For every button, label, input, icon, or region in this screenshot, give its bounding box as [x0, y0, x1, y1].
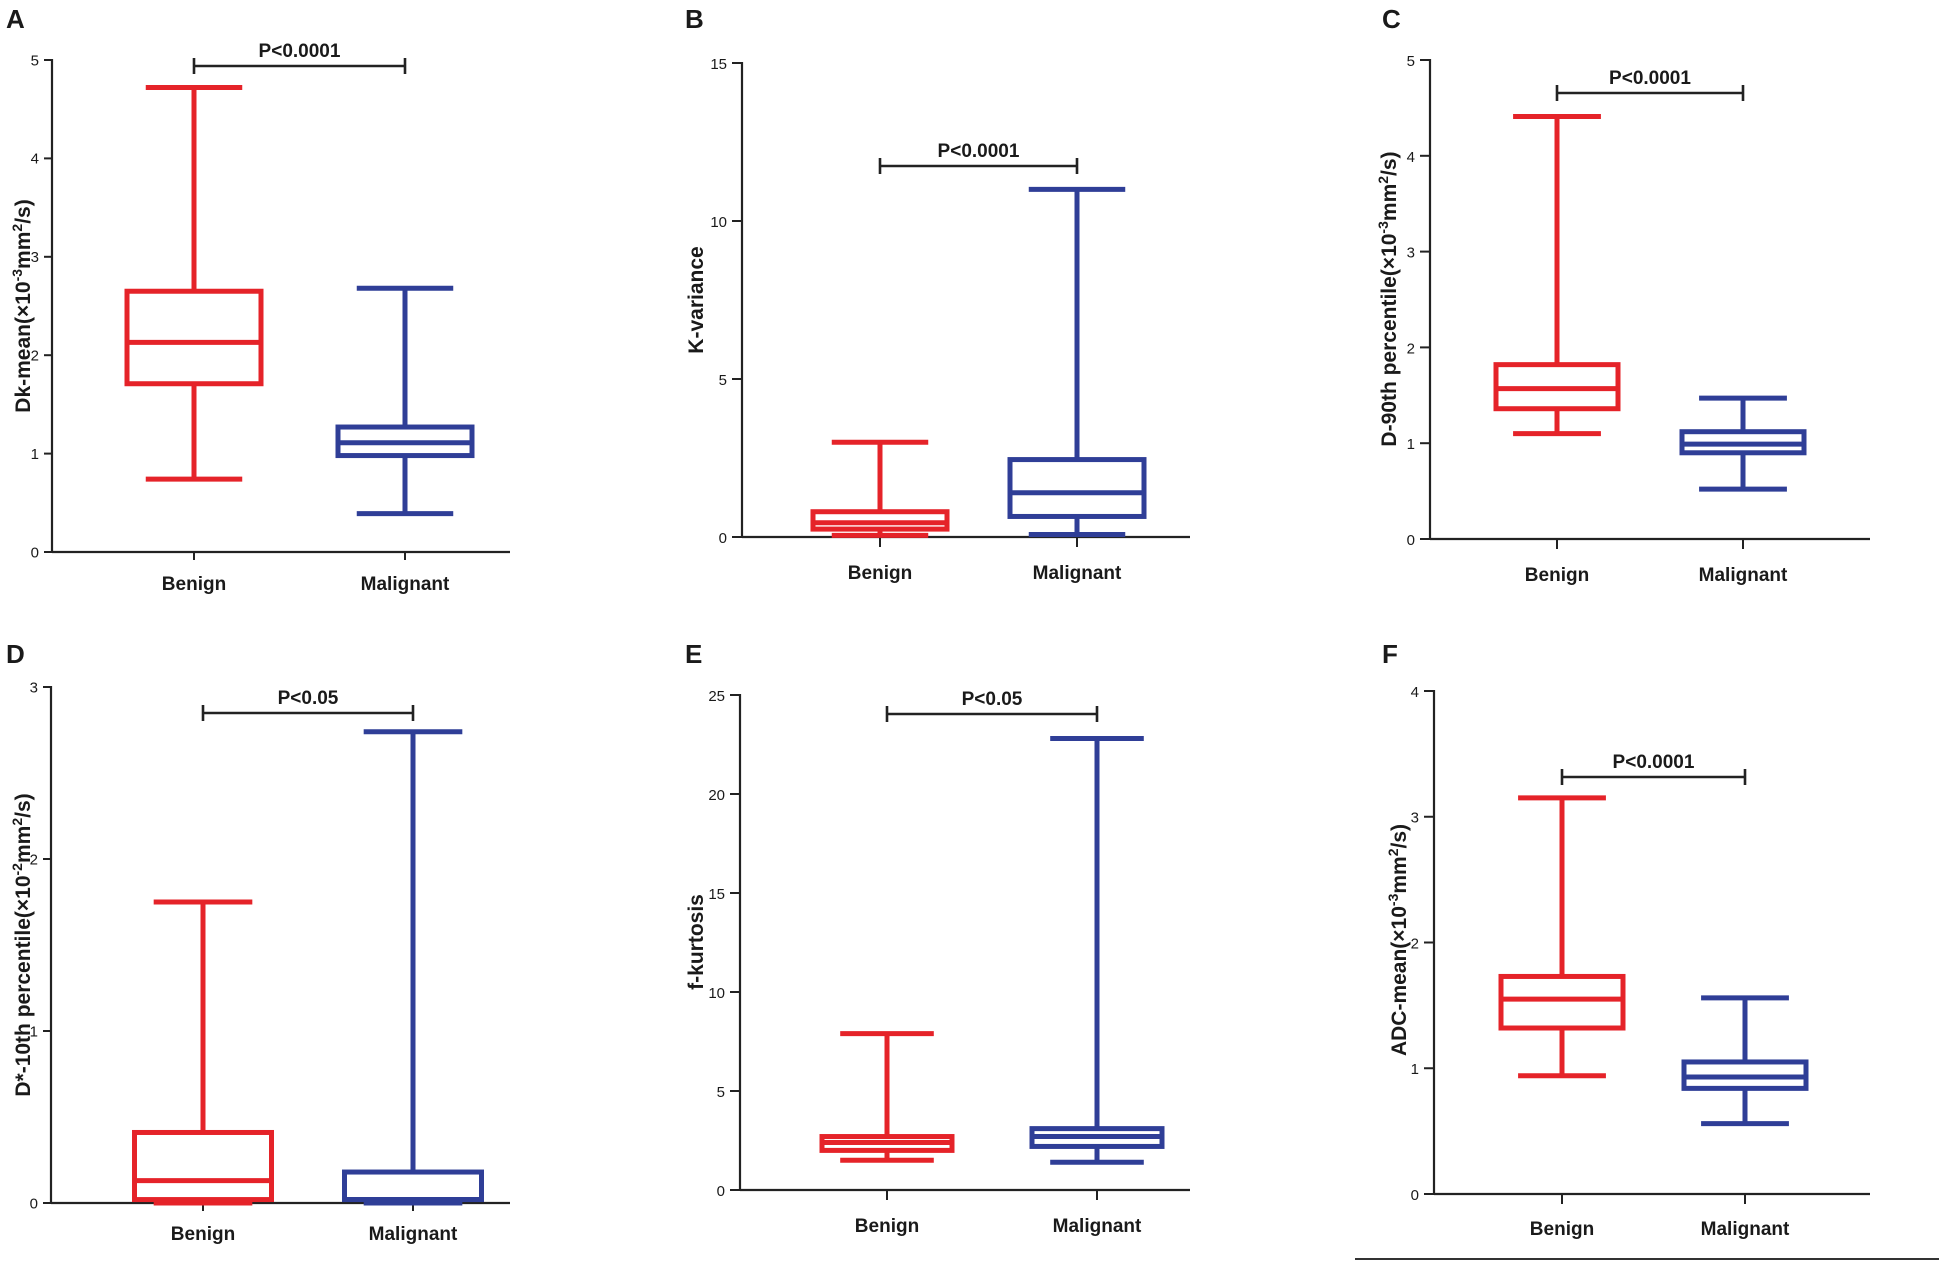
panel-c-letter: C: [1382, 4, 1401, 34]
panel-f-benign-box-plot: [1498, 795, 1626, 1079]
panel-b-y-tick-label: 10: [710, 214, 727, 231]
panel-a-y-tick-label: 0: [31, 544, 39, 561]
panel-d-y-tick-label: 3: [30, 679, 38, 696]
panel-c-malignant-box-plot: [1679, 395, 1807, 492]
panel-e: E 0 5 10 15 20 25 Benign Malignant f-kurtosis P<0.…: [685, 639, 1190, 1237]
panel-e-y-tick-label: 10: [708, 985, 725, 1002]
panel-b-y-axis-label: K-variance: [685, 246, 708, 353]
panel-e-category-label: Benign: [855, 1216, 919, 1237]
panel-e-category-label: Malignant: [1053, 1216, 1142, 1237]
panel-d-malignant-iqr-box: [342, 1169, 484, 1203]
panel-e-y-axis-label: f-kurtosis: [685, 894, 708, 990]
panel-d-malignant-box-plot: [342, 729, 484, 1206]
panel-f: F 0 1 2 3 4 Benign Malignant ADC-mean(×10-3mm2/s…: [1382, 639, 1870, 1240]
panel-c-y-tick-label: 3: [1407, 245, 1415, 262]
panel-b-letter: B: [685, 4, 704, 34]
panel-c: C 0 1 2 3 4 5 Benign Malignant D-90th percentile(…: [1375, 4, 1870, 586]
panel-f-letter: F: [1382, 639, 1398, 669]
panel-f-malignant-box-plot: [1681, 995, 1809, 1127]
panel-c-significance-label: P<0.0001: [1609, 68, 1691, 89]
panel-f-category-label: Malignant: [1701, 1219, 1790, 1240]
panel-f-y-tick-label: 1: [1411, 1061, 1419, 1078]
panel-d-letter: D: [6, 639, 25, 669]
panel-b-y-tick-label: 0: [719, 530, 727, 547]
panel-e-y-tick-label: 20: [708, 787, 725, 804]
panel-f-significance-label: P<0.0001: [1613, 752, 1695, 773]
panel-c-y-tick-label: 1: [1407, 436, 1415, 453]
panel-a-y-tick-label: 2: [31, 347, 39, 364]
panel-a-significance-label: P<0.0001: [259, 41, 341, 62]
panel-d-significance-label: P<0.05: [278, 688, 339, 709]
panel-b-malignant-iqr-box: [1007, 457, 1147, 519]
panel-d: D 0 1 2 3 Benign Malignant D*-10th percentile(×…: [6, 639, 510, 1245]
panel-e-significance-label: P<0.05: [962, 689, 1023, 710]
panel-a-significance-bracket: P<0.0001: [192, 41, 407, 74]
panel-c-y-axis-label: D-90th percentile(×10-3mm2/s): [1375, 151, 1401, 446]
panel-a-letter: A: [6, 4, 25, 34]
panel-c-category-label: Benign: [1525, 565, 1589, 586]
panel-a-category-label: Benign: [162, 574, 226, 595]
panel-a-y-tick-label: 4: [31, 151, 39, 168]
panel-d-benign-box-plot: [132, 899, 274, 1206]
panel-c-significance-bracket: P<0.0001: [1555, 68, 1745, 101]
panel-b-significance-bracket: P<0.0001: [878, 141, 1079, 174]
panel-d-y-tick-label: 1: [30, 1023, 38, 1040]
panel-e-y-tick-label: 15: [708, 886, 725, 903]
panel-e-y-tick-label: 25: [708, 688, 725, 705]
panel-b-category-label: Malignant: [1033, 563, 1122, 584]
panel-d-y-tick-label: 0: [30, 1195, 38, 1212]
panel-c-category-label: Malignant: [1699, 565, 1788, 586]
panel-a-benign-iqr-box: [124, 288, 264, 387]
panel-b-significance-label: P<0.0001: [938, 141, 1020, 162]
panel-d-y-axis-label: D*-10th percentile(×10-2mm2/s): [9, 793, 35, 1096]
panel-e-y-tick-label: 5: [717, 1084, 725, 1101]
panel-e-malignant-box-plot: [1029, 736, 1165, 1165]
panel-d-category-label: Benign: [171, 1224, 235, 1245]
panel-b: B 0 5 10 15 Benign Malignant K-variance P<0.0001: [685, 4, 1190, 584]
panel-f-y-axis-label: ADC-mean(×10-3mm2/s): [1385, 824, 1411, 1056]
panel-f-y-tick-label: 0: [1411, 1187, 1419, 1204]
panel-e-benign-box-plot: [819, 1031, 955, 1163]
panel-b-y-tick-label: 15: [710, 56, 727, 73]
panel-e-significance-bracket: P<0.05: [885, 689, 1099, 722]
panel-f-significance-bracket: P<0.0001: [1560, 752, 1747, 785]
panel-f-benign-iqr-box: [1498, 973, 1626, 1031]
panel-b-y-tick-label: 5: [719, 372, 727, 389]
panel-b-category-label: Benign: [848, 563, 912, 584]
panel-a-y-axis-label: Dk-mean(×10-3mm2/s): [9, 199, 35, 412]
panel-f-y-tick-label: 3: [1411, 810, 1419, 827]
panel-d-benign-iqr-box: [132, 1129, 274, 1203]
panel-f-category-label: Benign: [1530, 1219, 1594, 1240]
panel-e-letter: E: [685, 639, 702, 669]
panel-a-y-tick-label: 1: [31, 446, 39, 463]
panel-a: A 0 1 2 3 4 5 Benign Malignant Dk-mean(×10-3mm2/s…: [6, 4, 510, 595]
panel-b-malignant-box-plot: [1007, 186, 1147, 537]
panel-c-y-tick-label: 4: [1407, 149, 1415, 166]
panel-d-category-label: Malignant: [369, 1224, 458, 1245]
panel-a-y-tick-label: 5: [31, 52, 39, 69]
panel-f-y-tick-label: 4: [1411, 684, 1419, 701]
panel-d-significance-bracket: P<0.05: [201, 688, 415, 721]
panel-c-y-tick-label: 5: [1407, 53, 1415, 70]
panel-c-benign-box-plot: [1493, 114, 1621, 437]
panel-a-malignant-box-plot: [335, 285, 475, 517]
panel-c-y-tick-label: 2: [1407, 340, 1415, 357]
panel-b-benign-box-plot: [810, 439, 950, 538]
panel-a-category-label: Malignant: [361, 574, 450, 595]
panel-e-y-tick-label: 0: [717, 1183, 725, 1200]
panel-d-y-tick-label: 2: [30, 851, 38, 868]
panel-f-y-tick-label: 2: [1411, 935, 1419, 952]
panel-a-benign-box-plot: [124, 85, 264, 482]
panel-c-y-tick-label: 0: [1407, 532, 1415, 549]
panel-a-y-tick-label: 3: [31, 249, 39, 266]
